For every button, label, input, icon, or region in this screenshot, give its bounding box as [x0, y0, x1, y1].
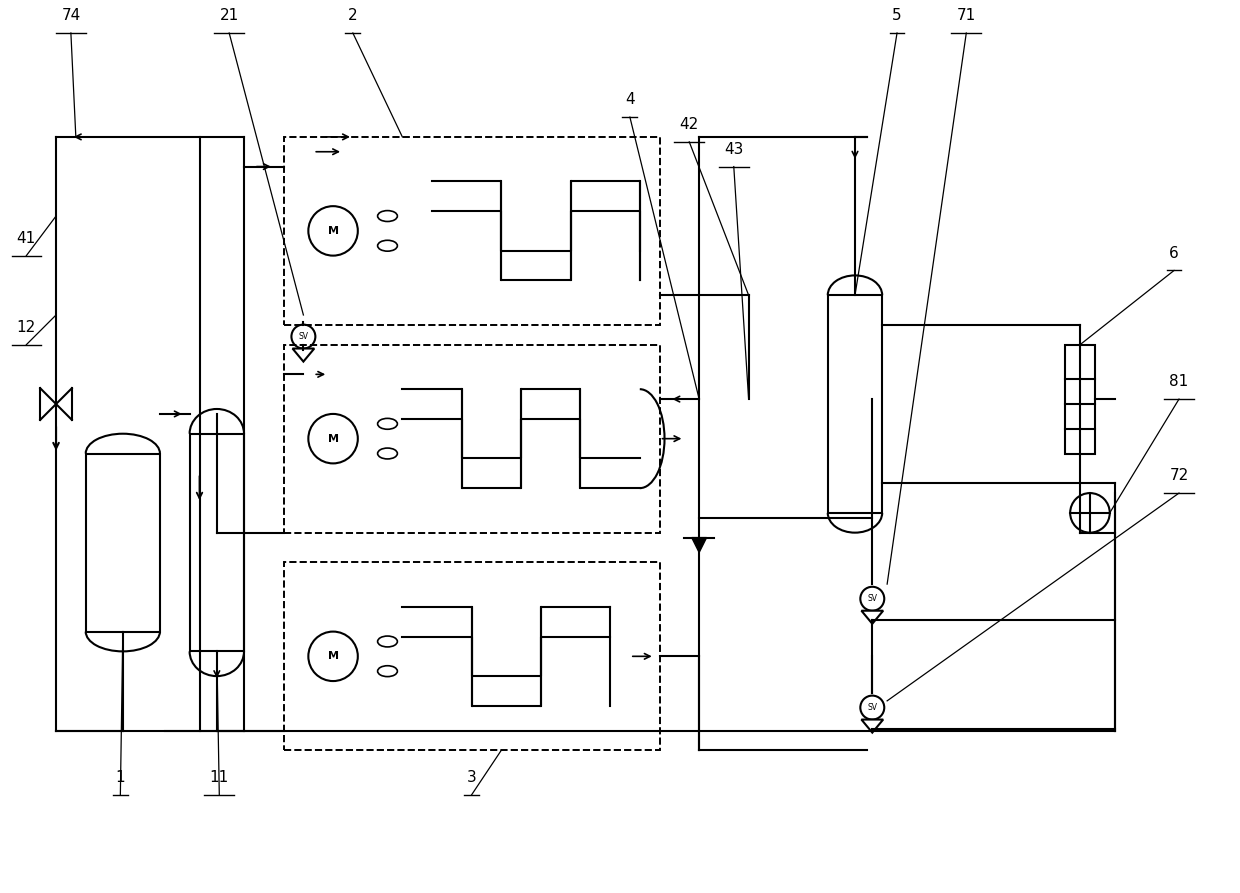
Text: 81: 81 — [1169, 374, 1189, 389]
Text: 3: 3 — [466, 770, 476, 785]
Text: 12: 12 — [17, 320, 36, 335]
Text: 21: 21 — [219, 8, 239, 23]
Bar — [284, 563, 660, 750]
Text: 72: 72 — [1169, 468, 1189, 483]
Text: 6: 6 — [1169, 246, 1179, 261]
Polygon shape — [293, 348, 314, 362]
Bar — [828, 296, 882, 513]
Polygon shape — [692, 538, 707, 553]
Text: 41: 41 — [17, 230, 36, 246]
Bar — [1065, 345, 1095, 454]
Text: M: M — [327, 434, 339, 444]
Bar — [190, 434, 244, 651]
Text: M: M — [327, 651, 339, 662]
Text: 5: 5 — [893, 8, 901, 23]
Polygon shape — [862, 720, 883, 732]
Text: 74: 74 — [61, 8, 81, 23]
Text: SV: SV — [867, 594, 877, 604]
Bar — [284, 137, 660, 325]
Text: 2: 2 — [348, 8, 357, 23]
Text: SV: SV — [867, 703, 877, 712]
Text: SV: SV — [299, 332, 309, 341]
Text: 71: 71 — [957, 8, 976, 23]
Text: 11: 11 — [210, 770, 229, 785]
Text: 43: 43 — [724, 142, 744, 156]
Text: 4: 4 — [625, 92, 635, 107]
Polygon shape — [862, 611, 883, 624]
Text: 42: 42 — [680, 117, 699, 132]
Text: 1: 1 — [115, 770, 125, 785]
Bar — [284, 345, 660, 532]
Bar — [86, 454, 160, 631]
Text: M: M — [327, 226, 339, 236]
